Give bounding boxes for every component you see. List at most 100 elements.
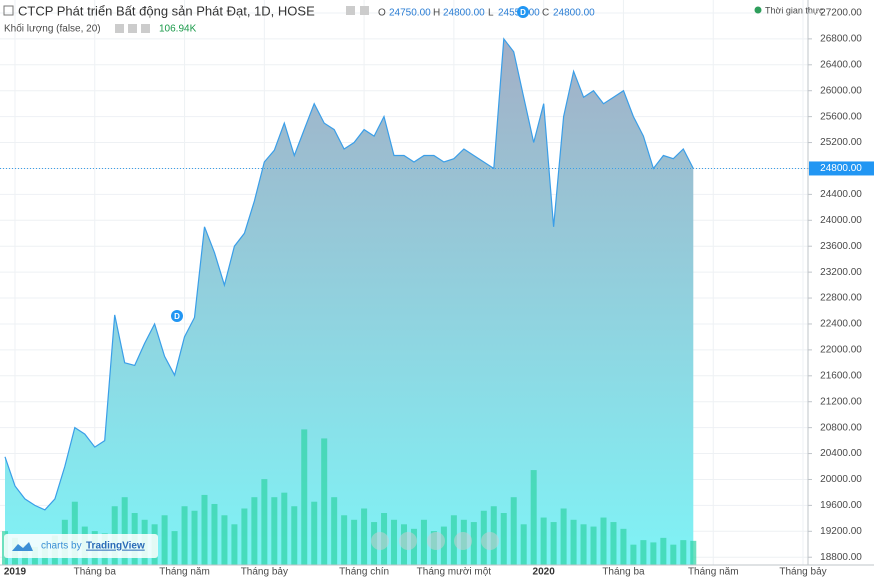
volume-bar	[201, 494, 208, 565]
last-price-label: 24800.00	[820, 163, 862, 174]
volume-bar	[311, 501, 318, 565]
y-tick-label: 24400.00	[820, 189, 862, 200]
y-tick-label: 22000.00	[820, 345, 862, 356]
navigation-buttons	[371, 532, 499, 550]
volume-title: Khối lượng (false, 20)	[4, 23, 101, 35]
volume-bar	[71, 501, 78, 565]
scroll-left-button[interactable]	[454, 532, 472, 550]
volume-bar	[630, 544, 637, 565]
y-tick-label: 19200.00	[820, 526, 862, 537]
y-tick-label: 23200.00	[820, 267, 862, 278]
volume-bar	[221, 515, 228, 565]
volume-bar	[580, 524, 587, 565]
volume-bar	[271, 497, 278, 565]
y-tick-label: 26400.00	[820, 59, 862, 70]
dividend-marker-label: D	[520, 8, 526, 17]
x-tick-label: Tháng mười một	[417, 567, 492, 578]
ohlc-o: O	[378, 8, 386, 19]
ohlc-h: H	[433, 8, 440, 19]
x-tick-label: Tháng bảy	[241, 567, 288, 578]
x-tick-label: Tháng chín	[339, 567, 389, 578]
volume-bar	[610, 522, 617, 565]
y-tick-label: 25200.00	[820, 137, 862, 148]
volume-bar	[241, 508, 248, 565]
volume-bar	[650, 542, 657, 565]
volume-bar	[640, 540, 647, 565]
x-tick-label: Tháng năm	[159, 567, 210, 578]
y-tick-label: 27200.00	[820, 8, 862, 19]
scroll-right-button[interactable]	[481, 532, 499, 550]
last-price-box	[809, 161, 874, 176]
dividend-marker[interactable]	[517, 6, 529, 18]
volume-bar	[600, 517, 607, 565]
volume-bar	[231, 524, 238, 565]
volume-bar	[121, 497, 128, 565]
volume-bar	[391, 519, 398, 565]
y-tick-label: 24000.00	[820, 215, 862, 226]
dividend-marker[interactable]	[171, 310, 183, 322]
volume-bar	[161, 515, 168, 565]
x-tick-label: Tháng ba	[74, 567, 117, 578]
volume-bar	[500, 513, 507, 565]
ohlc-high: 24800.00	[443, 8, 485, 19]
watermark-box[interactable]	[4, 534, 158, 558]
volume-bar	[510, 497, 517, 565]
volume-bar	[450, 515, 457, 565]
ohlc-c: C	[542, 8, 549, 19]
volume-bar	[281, 492, 288, 565]
zoom-in-button[interactable]	[399, 532, 417, 550]
zoom-out-button[interactable]	[371, 532, 389, 550]
y-tick-label: 20000.00	[820, 474, 862, 485]
volume-bar	[291, 506, 298, 565]
volume-bar	[261, 479, 268, 565]
volume-bar	[301, 429, 308, 565]
y-tick-label: 21600.00	[820, 370, 862, 381]
reset-button[interactable]	[427, 532, 445, 550]
volume-bar	[181, 506, 188, 565]
dividend-marker-label: D	[174, 312, 180, 321]
volume-bar	[440, 526, 447, 565]
settings-icon[interactable]	[360, 6, 369, 15]
eye-icon[interactable]	[346, 6, 355, 15]
volume-bar	[520, 524, 527, 565]
volume-bar	[690, 540, 697, 565]
y-tick-label: 20400.00	[820, 448, 862, 459]
realtime-label: Thời gian thực	[765, 5, 824, 15]
volume-bar	[361, 508, 368, 565]
area-fill	[5, 38, 694, 565]
y-tick-label: 22400.00	[820, 319, 862, 330]
volume-bar	[171, 531, 178, 565]
watermark-prefix: charts by	[41, 541, 82, 552]
volume-value: 106.94K	[159, 24, 197, 35]
y-tick-label: 20800.00	[820, 422, 862, 433]
y-tick-label: 26800.00	[820, 34, 862, 45]
volume-bar	[211, 503, 218, 565]
volume-bar	[560, 508, 567, 565]
y-tick-label: 21200.00	[820, 396, 862, 407]
volume-bar	[341, 515, 348, 565]
collapse-icon[interactable]	[3, 5, 14, 16]
realtime-dot	[754, 6, 762, 14]
y-tick-label: 25600.00	[820, 111, 862, 122]
volume-bar	[550, 522, 557, 565]
volume-bar	[660, 537, 667, 565]
volume-bar	[620, 528, 627, 565]
price-line	[4, 37, 694, 511]
settings-icon[interactable]	[128, 24, 137, 33]
close-icon[interactable]	[141, 24, 150, 33]
y-tick-label: 19600.00	[820, 500, 862, 511]
x-tick-label: Tháng năm	[688, 567, 739, 578]
y-tick-label: 22800.00	[820, 293, 862, 304]
volume-bar	[670, 544, 677, 565]
watermark-brand[interactable]: TradingView	[86, 541, 145, 552]
eye-icon[interactable]	[115, 24, 124, 33]
y-tick-label: 23600.00	[820, 241, 862, 252]
ohlc-l: L	[488, 8, 494, 19]
volume-bar	[351, 519, 358, 565]
tradingview-logo	[12, 542, 33, 551]
volume-bar	[680, 540, 687, 565]
volume-bar	[251, 497, 258, 565]
volume-bar	[570, 519, 577, 565]
volume-bar	[331, 497, 338, 565]
